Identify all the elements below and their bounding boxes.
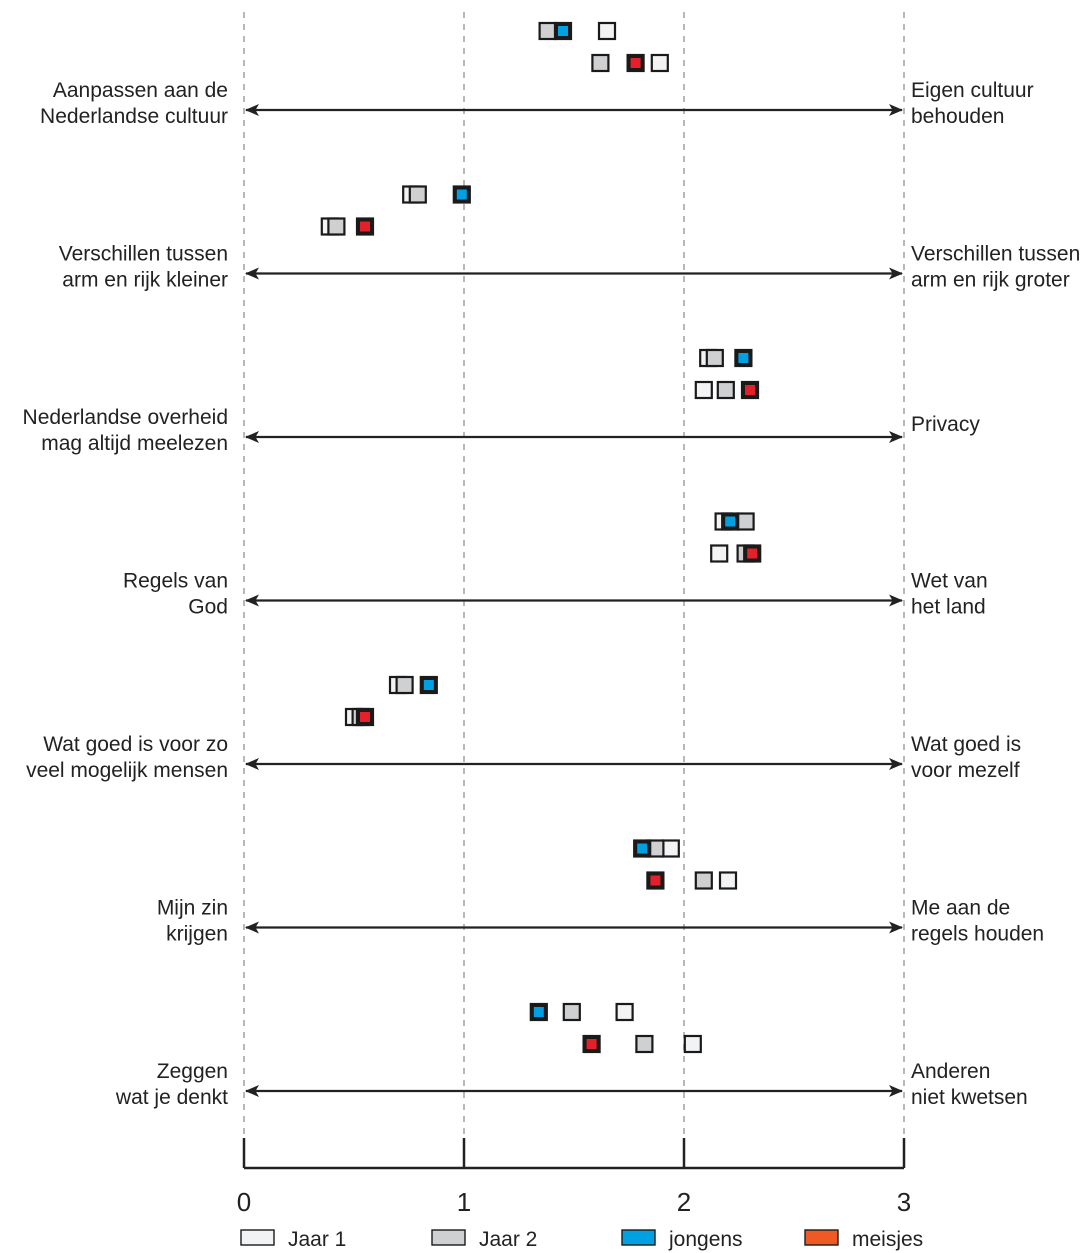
legend-swatch <box>621 1229 656 1246</box>
meisjes-jaar1-point <box>694 380 713 400</box>
left-pole-label: mag altijd meelezen <box>41 432 228 455</box>
right-pole-label: regels houden <box>911 923 1044 946</box>
right-pole-label: Me aan de <box>911 897 1010 920</box>
meisjes-point <box>626 53 645 73</box>
x-tick-label: 2 <box>677 1187 691 1217</box>
meisjes-jaar2-point <box>635 1034 654 1054</box>
meisjes-jaar1-point <box>650 53 669 73</box>
x-tick-label: 0 <box>237 1187 251 1217</box>
legend-label: Jaar 1 <box>288 1228 346 1251</box>
jongens-jaar2-point <box>705 348 724 368</box>
right-pole-label: Wat goed is <box>911 733 1021 756</box>
x-tick-label: 3 <box>897 1187 911 1217</box>
right-pole-label: het land <box>911 596 986 619</box>
jongens-jaar1-point <box>615 1002 634 1022</box>
jongens-point <box>553 21 573 41</box>
legend-item: Jaar 2 <box>431 1228 537 1251</box>
meisjes-point <box>743 544 762 563</box>
meisjes-point <box>582 1034 601 1054</box>
dimension-rows: Aanpassen aan de Nederlandse cultuur Eigen… <box>23 21 1080 1109</box>
left-pole-label: Regels van <box>123 570 228 593</box>
left-pole-label: Wat goed is voor zo <box>43 733 228 756</box>
left-pole-label: Zeggen <box>157 1060 228 1083</box>
legend-label: jongens <box>668 1228 743 1251</box>
left-pole-label: Verschillen tussen <box>59 243 228 266</box>
meisjes-point <box>355 707 375 727</box>
right-pole-label: arm en rijk groter <box>911 269 1070 292</box>
jongens-point <box>452 185 471 204</box>
jongens-jaar1-point <box>597 21 617 41</box>
dimension-row: Regels van God Wet van het land <box>123 512 988 619</box>
x-tick-label: 1 <box>457 1187 471 1217</box>
jongens-point <box>721 512 740 531</box>
jongens-point <box>529 1002 548 1022</box>
right-pole-label: voor mezelf <box>911 759 1020 782</box>
jongens-point <box>734 348 753 368</box>
jongens-point <box>419 675 438 695</box>
dimension-row: Wat goed is voor zo veel mogelijk mensen W… <box>26 675 1021 782</box>
jongens-jaar2-point <box>395 675 414 695</box>
left-pole-label: veel mogelijk mensen <box>26 759 228 782</box>
left-pole-label: God <box>188 596 228 619</box>
legend-label: meisjes <box>852 1228 923 1251</box>
legend: Jaar 1 Jaar 2 jongens meisjes <box>240 1228 923 1251</box>
left-pole-label: Nederlandse overheid <box>23 406 228 429</box>
meisjes-jaar1-point <box>683 1034 702 1054</box>
dimension-row: Mijn zin krijgen Me aan de regels houden <box>157 839 1044 946</box>
right-pole-label: niet kwetsen <box>911 1086 1028 1109</box>
legend-label: Jaar 2 <box>479 1228 537 1251</box>
meisjes-point <box>740 380 760 400</box>
legend-item: Jaar 1 <box>240 1228 346 1251</box>
right-pole-label: Privacy <box>911 413 980 436</box>
meisjes-jaar2-point <box>327 217 346 236</box>
right-pole-label: Verschillen tussen <box>911 243 1080 266</box>
legend-item: meisjes <box>804 1228 923 1251</box>
meisjes-jaar2-point <box>694 871 713 890</box>
jongens-point <box>633 839 652 858</box>
dimension-row: Nederlandse overheid mag altijd meelezen P… <box>23 348 980 455</box>
meisjes-point <box>646 871 665 890</box>
right-pole-label: Wet van <box>911 570 988 593</box>
legend-swatch <box>240 1229 275 1246</box>
x-axis: 0 1 2 3 <box>237 1138 911 1217</box>
left-pole-label: krijgen <box>166 923 228 946</box>
jongens-jaar2-point <box>408 185 427 204</box>
meisjes-jaar1-point <box>710 544 729 563</box>
meisjes-point <box>355 217 375 236</box>
left-pole-label: Aanpassen aan de <box>53 79 228 102</box>
jongens-jaar2-point <box>736 512 755 531</box>
meisjes-jaar2-point <box>591 53 610 73</box>
left-pole-label: wat je denkt <box>115 1086 228 1109</box>
dimension-row: Verschillen tussen arm en rijk kleiner Ver… <box>59 185 1080 292</box>
legend-swatch <box>431 1229 466 1246</box>
left-pole-label: Mijn zin <box>157 897 228 920</box>
meisjes-jaar2-point <box>716 380 735 400</box>
jongens-jaar2-point <box>562 1002 581 1022</box>
right-pole-label: Anderen <box>911 1060 990 1083</box>
left-pole-label: Nederlandse cultuur <box>40 105 228 128</box>
right-pole-label: Eigen cultuur <box>911 79 1034 102</box>
dimension-row: Zeggen wat je denkt Anderen niet kwetsen <box>115 1002 1028 1109</box>
legend-item: jongens <box>621 1228 743 1251</box>
jongens-jaar2-point <box>538 21 557 41</box>
right-pole-label: behouden <box>911 105 1004 128</box>
gridlines <box>243 12 905 1140</box>
dimension-row: Aanpassen aan de Nederlandse cultuur Eigen… <box>40 21 1034 128</box>
jongens-jaar1-point <box>661 839 680 858</box>
legend-swatch <box>804 1229 839 1246</box>
left-pole-label: arm en rijk kleiner <box>62 269 228 292</box>
meisjes-jaar1-point <box>718 871 738 890</box>
